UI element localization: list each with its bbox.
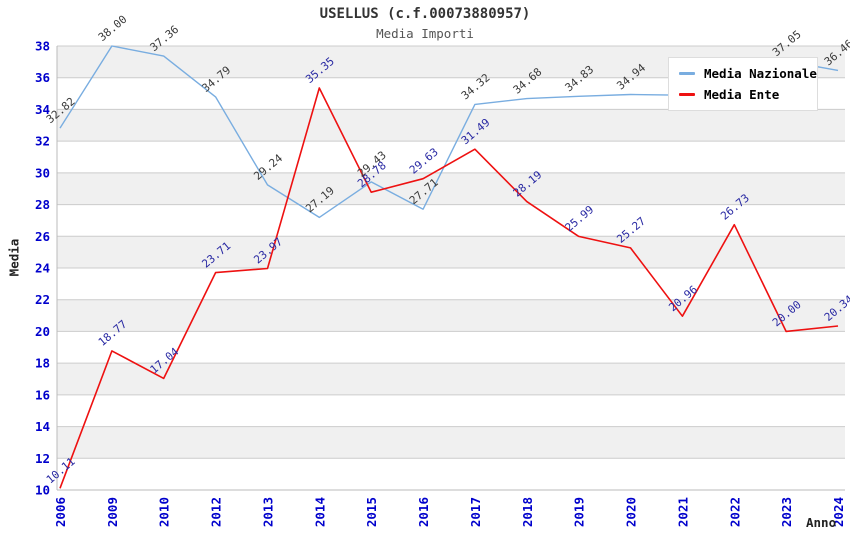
y-axis-tick-label: 14 <box>35 419 50 434</box>
x-axis-tick-label: 2012 <box>209 497 224 527</box>
x-axis-tick-label: 2020 <box>624 497 639 527</box>
series-line-media-ente <box>59 87 839 489</box>
legend-swatch-media-ente <box>679 93 695 96</box>
background-band <box>57 363 845 395</box>
y-axis-tick-label: 24 <box>35 261 50 276</box>
y-axis-tick-label: 20 <box>35 324 50 339</box>
point-label: 25.99 <box>563 203 597 234</box>
legend: Media Nazionale Media Ente <box>668 57 818 111</box>
y-axis-tick-label: 32 <box>35 134 50 149</box>
x-axis-tick-label: 2018 <box>520 497 535 527</box>
y-axis-tick-label: 10 <box>35 483 50 498</box>
y-axis-tick-label: 28 <box>35 197 50 212</box>
y-axis-tick-label: 26 <box>35 229 50 244</box>
x-axis-tick-label: 2009 <box>105 497 120 527</box>
chart-title: USELLUS (c.f.00073880957) <box>319 6 531 22</box>
y-axis-tick-label: 12 <box>35 451 50 466</box>
x-axis-tick-label: 2015 <box>364 497 379 527</box>
y-axis-tick-label: 34 <box>35 102 50 117</box>
legend-item-media-ente: Media Ente <box>669 84 817 105</box>
x-axis-title: Anno <box>806 515 837 530</box>
background-band <box>57 172 845 205</box>
x-axis-tick-label: 2019 <box>572 497 587 527</box>
y-axis-tick-label: 30 <box>35 165 50 180</box>
background-band <box>57 426 845 459</box>
x-axis-tick-label: 2023 <box>779 497 794 527</box>
y-axis-tick-label: 36 <box>35 70 50 85</box>
y-axis-tick-label: 18 <box>35 356 50 371</box>
legend-item-media-nazionale: Media Nazionale <box>669 63 817 84</box>
x-axis-tick-label: 2022 <box>727 497 742 527</box>
background-band <box>57 299 845 332</box>
x-axis-tick-label: 2017 <box>468 497 483 527</box>
x-axis-tick-label: 2016 <box>416 497 431 527</box>
x-axis-tick-label: 2013 <box>260 497 275 527</box>
y-axis-tick-label: 38 <box>35 39 50 54</box>
legend-label: Media Ente <box>704 87 780 102</box>
x-axis-tick-label: 2024 <box>831 497 846 527</box>
x-axis-tick-label: 2006 <box>53 497 68 527</box>
chart-subtitle: Media Importi <box>376 26 474 41</box>
x-axis-tick-label: 2021 <box>675 497 690 527</box>
legend-swatch-media-nazionale <box>679 72 695 75</box>
point-label: 38.00 <box>96 13 130 44</box>
y-axis-tick-label: 22 <box>35 292 50 307</box>
x-axis-tick-label: 2010 <box>157 497 172 527</box>
x-axis-tick-label: 2014 <box>312 497 327 527</box>
legend-label: Media Nazionale <box>704 66 817 81</box>
y-axis-tick-label: 16 <box>35 387 50 402</box>
background-band <box>57 109 845 142</box>
background-band <box>57 236 845 268</box>
